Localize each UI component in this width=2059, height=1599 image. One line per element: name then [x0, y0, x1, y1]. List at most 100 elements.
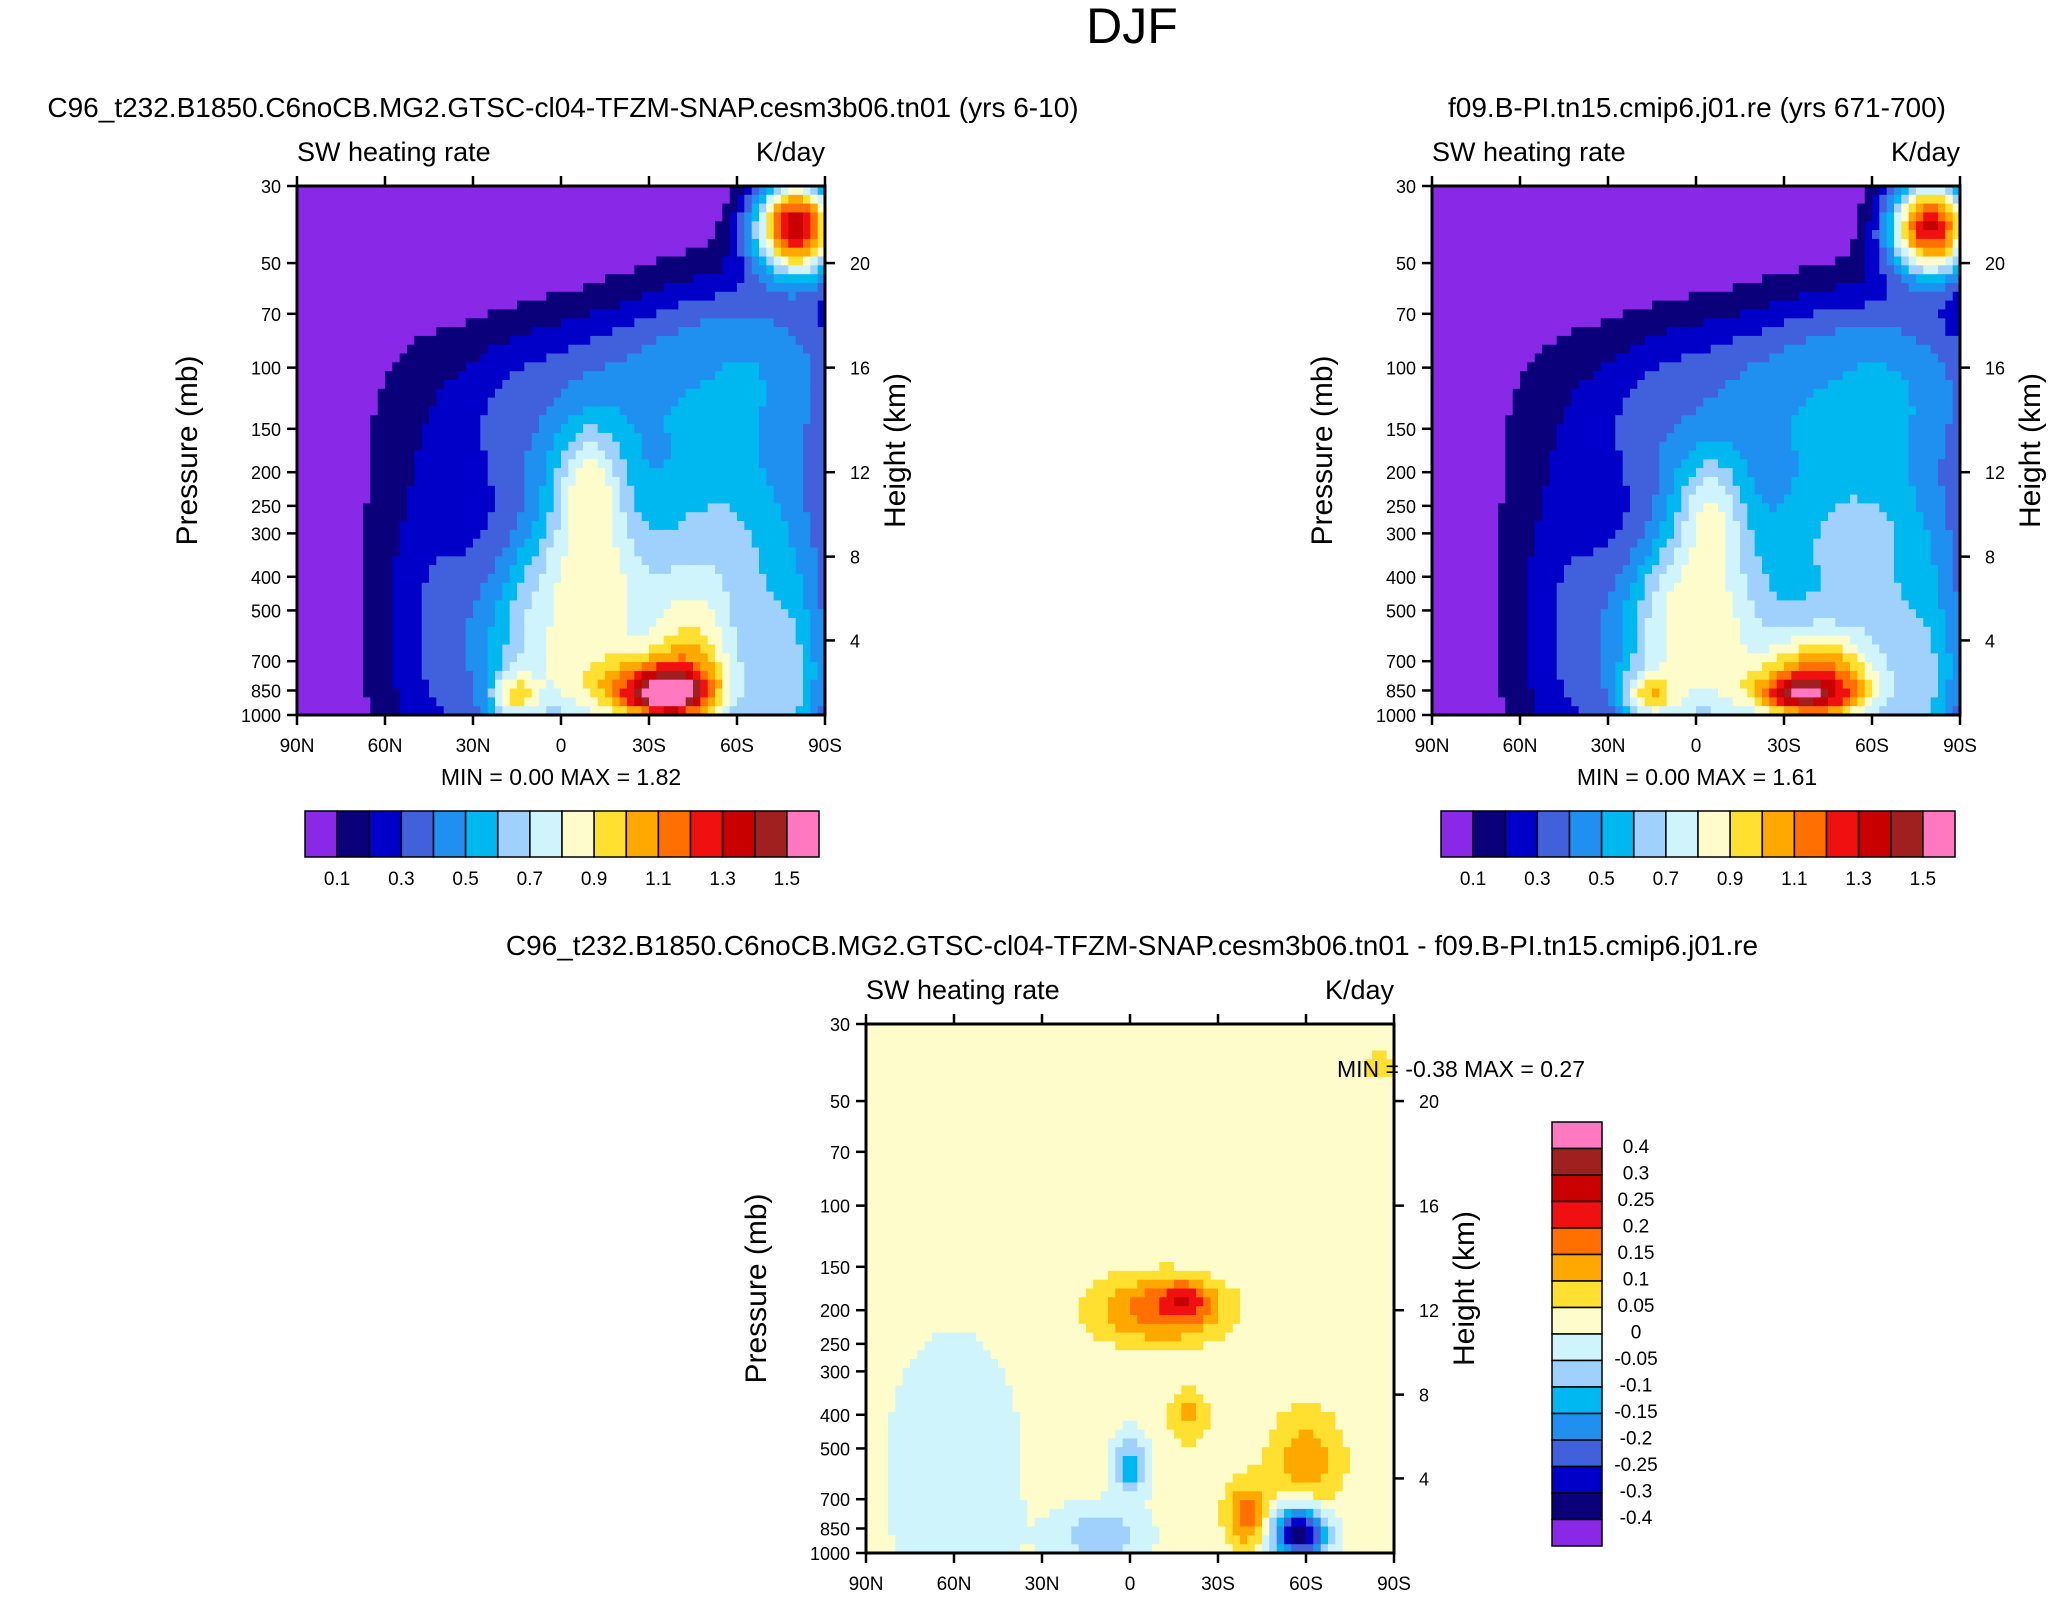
heatmap-cell [414, 477, 423, 487]
heatmap-cell [788, 635, 797, 645]
heatmap-cell [407, 521, 415, 531]
heatmap-cell [1454, 706, 1462, 716]
heatmap-cell [1446, 706, 1455, 716]
heatmap-cell [810, 512, 819, 522]
heatmap-cell [443, 344, 452, 355]
heatmap-cell [458, 600, 467, 610]
heatmap-cell [751, 397, 760, 407]
heatmap-cell [333, 247, 342, 258]
heatmap-cell [465, 538, 474, 549]
heatmap-cell [737, 265, 745, 275]
heatmap-cell [759, 318, 767, 328]
heatmap-cell [370, 512, 379, 522]
colorbar-swatch [304, 810, 338, 858]
heatmap-cell [597, 529, 606, 540]
heatmap-cell [751, 679, 760, 690]
heatmap-cell [451, 203, 459, 213]
heatmap-cell [722, 538, 731, 549]
heatmap-cell [1468, 529, 1477, 540]
heatmap-cell [495, 247, 503, 258]
heatmap-cell [795, 335, 804, 346]
heatmap-cell [795, 238, 804, 249]
heatmap-cell [795, 256, 804, 266]
heatmap-cell [795, 494, 804, 504]
heatmap-cell [656, 503, 665, 513]
heatmap-cell [1468, 679, 1477, 690]
heatmap-cell [605, 644, 613, 654]
heatmap-cell [539, 591, 547, 601]
heatmap-cell [612, 529, 621, 540]
heatmap-cell [1439, 265, 1448, 275]
heatmap-cell [458, 265, 467, 275]
heatmap-cell [788, 529, 797, 540]
heatmap-cell [663, 186, 672, 196]
heatmap-cell [1454, 485, 1462, 496]
heatmap-cell [737, 468, 745, 478]
heatmap-cell [707, 388, 716, 399]
heatmap-cell [568, 327, 577, 337]
heatmap-cell [619, 591, 628, 601]
heatmap-cell [326, 283, 335, 293]
heatmap-cell [693, 468, 701, 478]
heatmap-cell [693, 238, 701, 249]
heatmap-cell [685, 406, 694, 416]
heatmap-cell [524, 203, 533, 213]
heatmap-cell [436, 573, 445, 584]
heatmap-cell [304, 582, 313, 593]
heatmap-cell [678, 291, 687, 302]
heatmap-cell [1468, 706, 1477, 716]
heatmap-cell [311, 318, 320, 328]
heatmap-cell [1483, 697, 1492, 707]
heatmap-cell [531, 688, 540, 698]
heatmap-cell [465, 441, 474, 452]
heatmap-cell [436, 194, 445, 205]
heatmap-cell [392, 547, 401, 557]
heatmap-cell [773, 335, 782, 346]
heatmap-cell [429, 670, 437, 681]
heatmap-cell [1468, 344, 1477, 355]
heatmap-cell [407, 203, 415, 213]
heatmap-cell [517, 362, 525, 372]
heatmap-cell [773, 591, 782, 601]
heatmap-cell [773, 371, 782, 381]
heatmap-cell [495, 186, 503, 196]
heatmap-cell [355, 618, 364, 628]
heatmap-cell [590, 441, 599, 452]
heatmap-cell [421, 344, 430, 355]
heatmap-cell [436, 688, 445, 698]
heatmap-cell [1446, 335, 1455, 346]
heatmap-cell [810, 291, 819, 302]
heatmap-cell [1446, 318, 1455, 328]
heatmap-cell [678, 194, 687, 205]
heatmap-cell [1454, 670, 1462, 681]
colorbar-swatch [593, 810, 627, 858]
heatmap-cell [1446, 291, 1455, 302]
x-tick-label: 30S [632, 736, 666, 757]
heatmap-cell [700, 406, 709, 416]
heatmap-cell [773, 529, 782, 540]
heatmap-cell [553, 635, 562, 645]
heatmap-cell [546, 609, 555, 619]
heatmap-cell [656, 256, 665, 266]
heatmap-cell [370, 609, 379, 619]
heatmap-cell [678, 186, 687, 196]
heatmap-cell [722, 388, 731, 399]
heatmap-cell [1446, 556, 1455, 566]
heatmap-cell [737, 300, 745, 310]
heatmap-cell [502, 529, 511, 540]
heatmap-cell [656, 441, 665, 452]
heatmap-cell [451, 626, 459, 637]
heatmap-cell [517, 609, 525, 619]
heatmap-cell [612, 485, 621, 496]
heatmap-cell [1468, 556, 1477, 566]
heatmap-cell [612, 309, 621, 319]
heatmap-cell [304, 300, 313, 310]
heatmap-cell [729, 318, 738, 328]
heatmap-cell [451, 706, 459, 716]
heatmap-cell [744, 309, 753, 319]
heatmap-cell [561, 318, 569, 328]
heatmap-cell [817, 582, 826, 593]
heatmap-cell [399, 327, 408, 337]
heatmap-cell [583, 397, 591, 407]
heatmap-cell [788, 300, 797, 310]
